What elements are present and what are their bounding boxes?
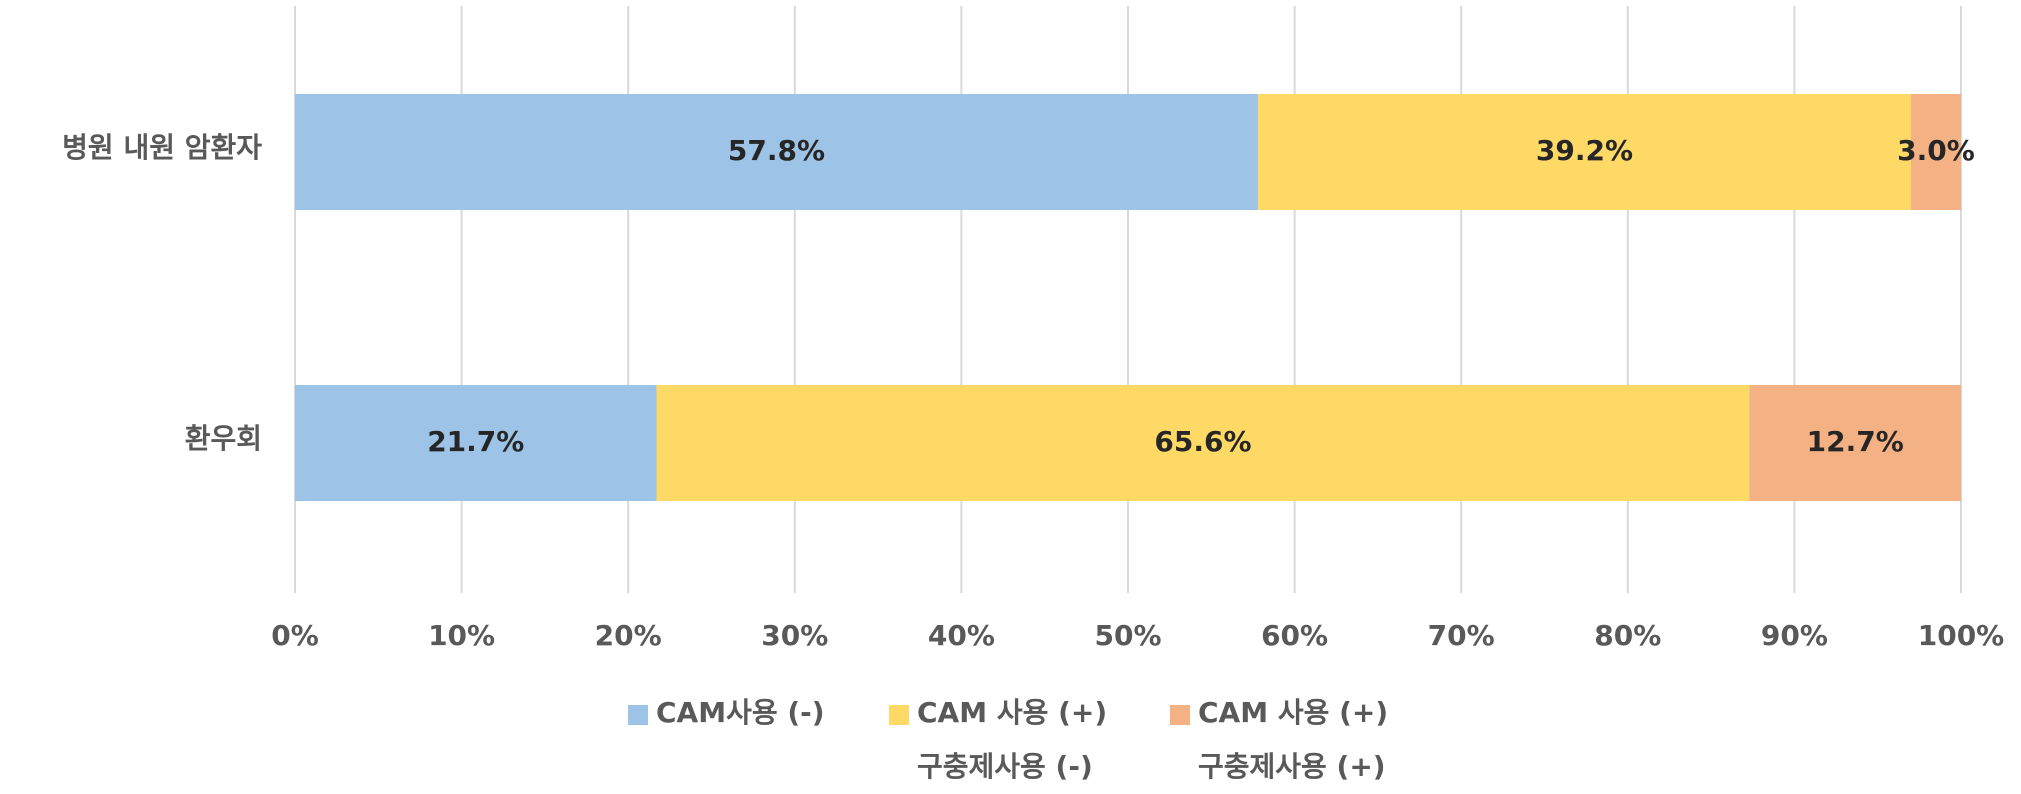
page: 0% 10% 20% 30% 40% 50% 60% 70% 80% 90% 100% 병원 내원 암… <box>62 6 2005 783</box>
bar-segment <box>656 385 1750 501</box>
x-tick-label: 20% <box>595 619 662 652</box>
x-tick-label: 40% <box>928 619 995 652</box>
x-tick-label: 60% <box>1261 619 1328 652</box>
bar-segment <box>1749 385 1961 501</box>
legend-item: CAM 사용 (+) 구충제사용 (+) <box>1170 686 1388 794</box>
x-tick-label: 90% <box>1761 619 1828 652</box>
x-tick-label: 10% <box>428 619 495 652</box>
data-label: 21.7% <box>427 425 524 458</box>
bar-segment <box>1257 94 1912 210</box>
legend-label: CAM사용 (-) <box>656 696 825 729</box>
bar-segment <box>295 385 657 501</box>
data-label: 57.8% <box>728 134 825 167</box>
x-tick-label: 0% <box>271 619 319 652</box>
category-label: 병원 내원 암환자 <box>62 131 262 164</box>
x-tick-label: 100% <box>1918 619 2005 652</box>
x-tick-label: 30% <box>761 619 828 652</box>
legend-swatch <box>1170 705 1190 725</box>
legend-swatch <box>628 705 648 725</box>
bar-segment <box>295 94 1258 210</box>
legend-swatch <box>889 705 909 725</box>
data-label: 3.0% <box>1897 134 1975 167</box>
legend-label: CAM 사용 (+) 구충제사용 (+) <box>1198 696 1389 783</box>
chart: 0% 10% 20% 30% 40% 50% 60% 70% 80% 90% 100% 병원 내원 암… <box>62 6 2005 652</box>
legend-label: CAM 사용 (+) 구충제사용 (-) <box>917 696 1108 783</box>
legend-item: CAM사용 (-) <box>628 686 825 740</box>
data-label: 39.2% <box>1536 134 1633 167</box>
bar-segment <box>1911 94 1961 210</box>
data-label: 65.6% <box>1154 425 1251 458</box>
x-tick-label: 70% <box>1428 619 1495 652</box>
x-tick-label: 80% <box>1594 619 1661 652</box>
data-label: 12.7% <box>1807 425 1904 458</box>
x-tick-label: 50% <box>1094 619 1161 652</box>
category-label: 환우회 <box>185 422 262 455</box>
legend-item: CAM 사용 (+) 구충제사용 (-) <box>889 686 1107 794</box>
